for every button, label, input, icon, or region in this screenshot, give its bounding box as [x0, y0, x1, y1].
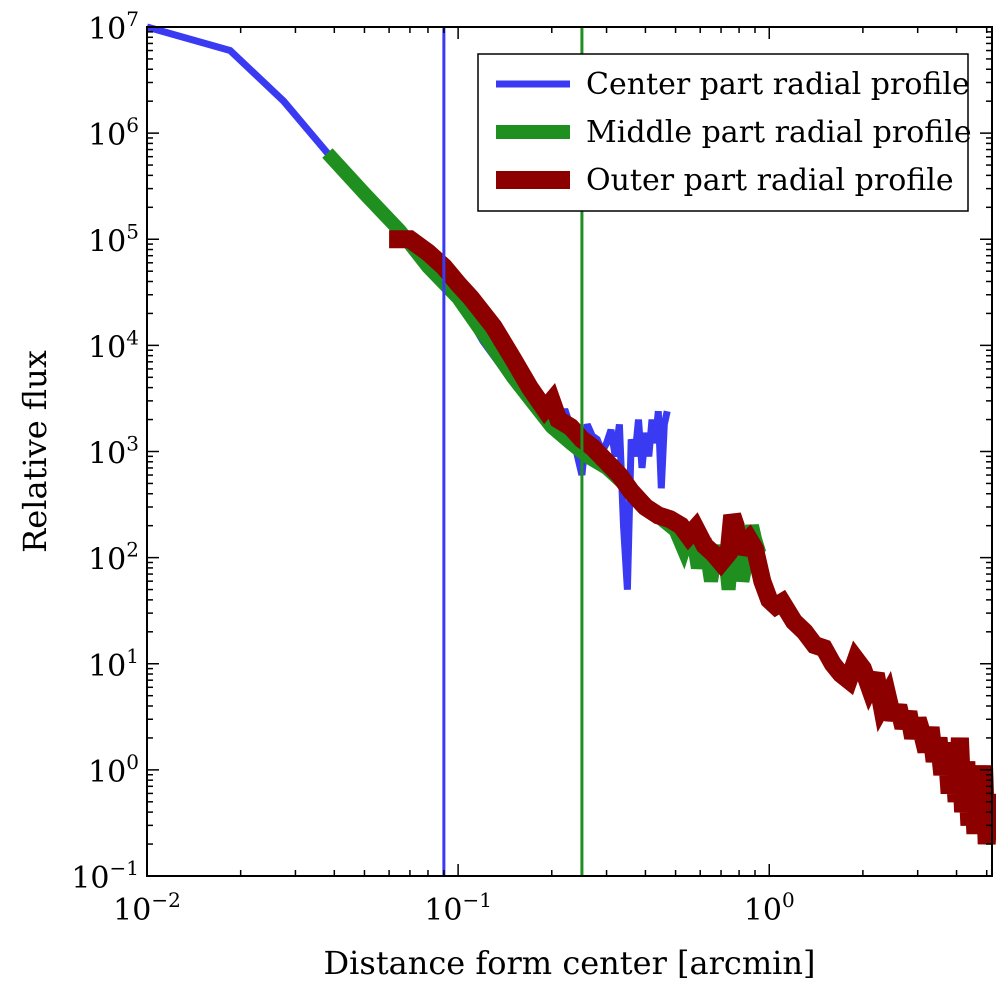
y-tick-label: 106: [88, 113, 139, 153]
y-tick-label: 101: [88, 644, 139, 684]
legend-label: Middle part radial profile: [586, 115, 972, 150]
x-tick-label: 100: [744, 888, 795, 928]
y-tick-label: 103: [88, 432, 139, 472]
series-line-3: [389, 230, 996, 845]
legend-label: Center part radial profile: [586, 67, 970, 102]
legend-label: Outer part radial profile: [586, 163, 954, 198]
y-axis-label: Relative flux: [16, 350, 54, 553]
y-tick-label: 107: [88, 7, 139, 47]
y-tick-label: 105: [88, 219, 139, 259]
y-tick-label: 104: [88, 325, 139, 365]
x-tick-label: 10−1: [424, 888, 492, 928]
x-tick-label: 10−2: [113, 888, 181, 928]
y-tick-label: 10−1: [71, 856, 139, 896]
x-axis-label: Distance form center [arcmin]: [324, 944, 816, 982]
series-line-2: [322, 148, 767, 591]
y-tick-label: 102: [88, 538, 139, 578]
y-tick-label: 100: [88, 750, 139, 790]
axis-ticks: [146, 26, 992, 877]
legend: Center part radial profile Middle part ra…: [477, 53, 972, 212]
